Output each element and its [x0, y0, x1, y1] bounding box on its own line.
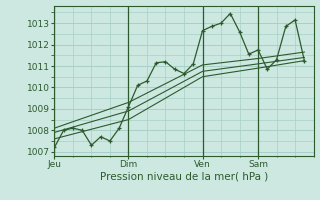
- X-axis label: Pression niveau de la mer( hPa ): Pression niveau de la mer( hPa ): [100, 172, 268, 182]
